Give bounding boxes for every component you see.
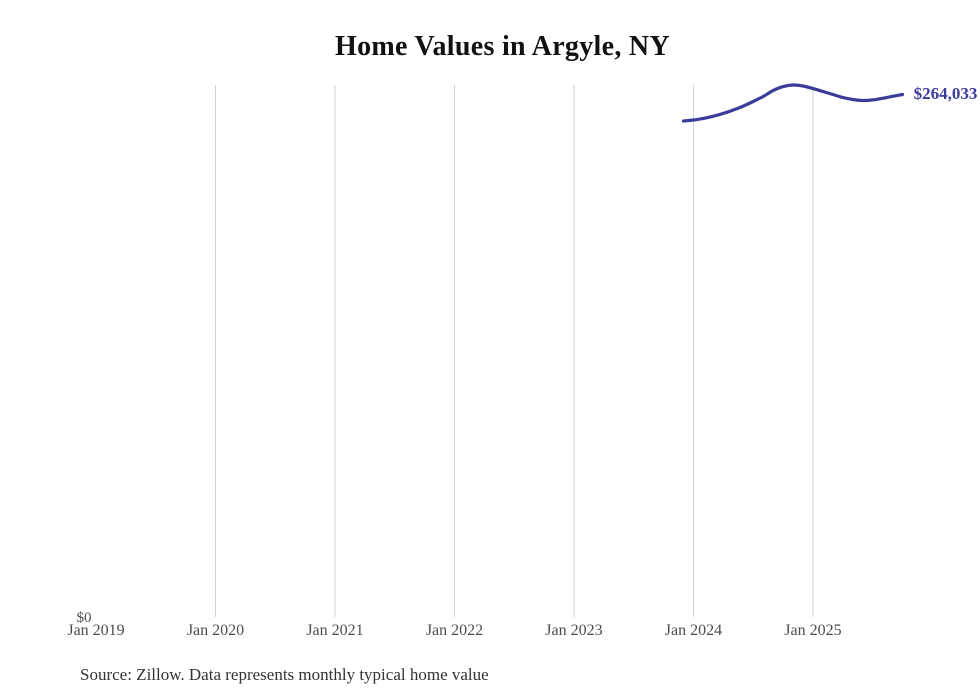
x-tick-label: Jan 2023	[545, 622, 603, 639]
latest-value-label: $264,033	[913, 84, 978, 104]
x-tick-label: Jan 2019	[67, 622, 125, 639]
y-axis-zero-label: $0	[76, 610, 92, 626]
chart-title: Home Values in Argyle, NY	[335, 31, 670, 62]
home-value-line	[681, 83, 905, 123]
x-tick-label: Jan 2022	[425, 622, 484, 639]
x-tick-label: Jan 2024	[664, 622, 723, 639]
source-note: Source: Zillow. Data represents monthly …	[80, 665, 489, 684]
x-tick-label: Jan 2020	[186, 622, 245, 639]
x-tick-label: Jan 2025	[784, 622, 842, 639]
year-gridlines	[215, 85, 814, 617]
x-tick-label: Jan 2021	[306, 622, 364, 639]
